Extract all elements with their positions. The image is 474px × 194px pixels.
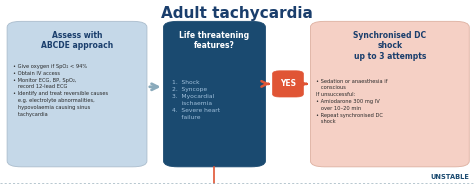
Text: • Give oxygen if SpO₂ < 94%
• Obtain IV access
• Monitor ECG, BP, SpO₂,
   recor: • Give oxygen if SpO₂ < 94% • Obtain IV … [13, 64, 108, 117]
Text: Assess with
ABCDE approach: Assess with ABCDE approach [41, 31, 113, 50]
Text: Synchronised DC
shock
up to 3 attempts: Synchronised DC shock up to 3 attempts [353, 31, 427, 61]
FancyBboxPatch shape [164, 21, 265, 167]
Text: Adult tachycardia: Adult tachycardia [161, 6, 313, 21]
Text: Life threatening
features?: Life threatening features? [180, 31, 249, 50]
FancyBboxPatch shape [273, 71, 303, 97]
FancyBboxPatch shape [7, 21, 147, 167]
FancyBboxPatch shape [310, 21, 469, 167]
Text: 1.  Shock
2.  Syncope
3.  Myocardial
     ischaemia
4.  Severe heart
     failur: 1. Shock 2. Syncope 3. Myocardial ischae… [172, 80, 220, 120]
Text: UNSTABLE: UNSTABLE [430, 174, 469, 180]
Text: YES: YES [280, 79, 296, 88]
Text: • Sedation or anaesthesia if
   conscious
If unsuccessful:
• Amiodarone 300 mg I: • Sedation or anaesthesia if conscious I… [316, 79, 388, 124]
